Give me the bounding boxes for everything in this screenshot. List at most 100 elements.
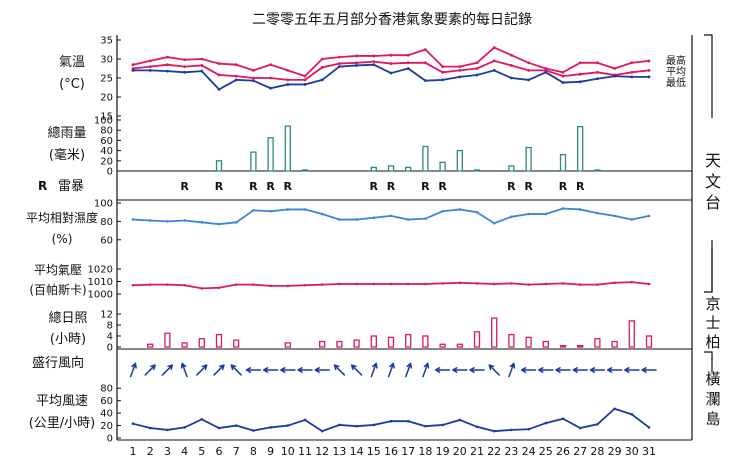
station-kp-char: 京 xyxy=(705,295,720,313)
humidity-point xyxy=(217,222,221,226)
temperature-mean-point xyxy=(286,78,290,82)
x-tick-label: 31 xyxy=(642,445,656,458)
x-tick-label: 11 xyxy=(298,445,312,458)
temperature-min-point xyxy=(200,69,204,73)
temperature-mean-point xyxy=(148,65,152,68)
temperature-max-point xyxy=(441,65,444,68)
station-wl-label: 橫瀾島橫瀾島 xyxy=(705,370,720,428)
sunshine-bar xyxy=(473,331,481,348)
rainfall-bar xyxy=(525,146,532,172)
x-tick-label: 15 xyxy=(367,445,381,458)
humidity-point xyxy=(148,219,152,222)
sunshine-bar xyxy=(508,333,515,348)
wind-direction-arrow xyxy=(488,364,500,376)
pressure-point xyxy=(613,281,616,285)
temperature-min-point xyxy=(527,78,530,82)
wind-direction-arrow xyxy=(422,362,430,378)
temperature-max-point xyxy=(510,53,513,57)
temperature-min-point xyxy=(286,83,290,86)
sunshine-bar xyxy=(198,338,205,348)
temperature-min-point xyxy=(475,73,479,77)
temperature-legend-mean: 平均 xyxy=(666,66,686,78)
temperature-max-point xyxy=(269,63,272,67)
temperature-max-point xyxy=(217,62,221,65)
humidity-point xyxy=(338,218,341,221)
rainfall-bar xyxy=(594,169,601,172)
pressure-point xyxy=(183,283,186,287)
x-tick-label: 13 xyxy=(332,445,346,458)
temperature-legend-max: 最高 xyxy=(666,54,686,67)
temperature-mean-point xyxy=(389,62,393,65)
station-wl-char: 島 xyxy=(705,410,720,428)
temperature-max-point xyxy=(320,57,324,61)
pressure-point xyxy=(166,283,169,286)
temperature-min-point xyxy=(424,79,427,83)
sunshine-bar xyxy=(353,339,360,348)
sunshine-bar xyxy=(319,340,326,348)
wind-speed-point xyxy=(303,418,307,422)
pressure-point xyxy=(269,284,272,288)
wind-direction-arrow xyxy=(572,367,588,373)
thunderstorm-symbol: R xyxy=(180,180,189,193)
wind-direction-arrow xyxy=(213,364,225,376)
pressure-point xyxy=(492,282,496,286)
humidity-point xyxy=(234,221,238,224)
temperature-max-point xyxy=(183,58,187,62)
wind-direction-arrow xyxy=(314,367,330,373)
station-hko-bracket-top xyxy=(704,34,713,118)
wind-speed-point xyxy=(613,407,616,411)
temperature-min-point xyxy=(406,67,410,70)
temperature-max-point xyxy=(492,46,496,49)
wind-speed-point xyxy=(561,417,565,421)
thunderstorm-symbol: R xyxy=(524,180,533,193)
temperature-min-point xyxy=(338,65,341,68)
rainfall-tick-label: 20 xyxy=(100,156,113,167)
thunderstorm-symbol: R xyxy=(284,180,293,193)
temperature-max-point xyxy=(458,65,462,68)
humidity-point xyxy=(475,210,479,214)
wind-speed-point xyxy=(166,428,169,432)
wind-direction-arrow xyxy=(161,364,174,376)
humidity-point xyxy=(183,219,186,222)
wind-direction-arrow xyxy=(350,364,363,376)
sunshine-tick-label: 12 xyxy=(100,310,113,321)
rainfall-tick-label: 40 xyxy=(100,146,113,157)
pressure-point xyxy=(200,287,204,290)
x-tick-label: 4 xyxy=(181,445,188,458)
wind-speed-point xyxy=(630,413,634,416)
temperature-max-point xyxy=(527,61,530,65)
pressure-point xyxy=(252,283,255,286)
humidity-point xyxy=(492,221,496,225)
sunshine-bar xyxy=(611,340,618,348)
pressure-point xyxy=(510,282,513,285)
temperature-min-point xyxy=(510,76,513,80)
temperature-label-line1: 氣溫 xyxy=(59,55,85,70)
chart-frame xyxy=(116,35,693,441)
x-tick-label: 28 xyxy=(590,445,604,458)
wind-speed-point xyxy=(475,425,479,429)
pressure-point xyxy=(372,282,376,286)
sunshine-bar xyxy=(405,333,412,348)
humidity-point xyxy=(200,221,204,224)
thunderstorm-symbol: R xyxy=(387,180,396,193)
thunderstorm-symbol: R xyxy=(266,180,275,193)
temperature-min-point xyxy=(183,70,187,74)
station-hko-label: 天文台天文台 xyxy=(705,151,721,212)
humidity-point xyxy=(630,218,634,221)
wind-speed-point xyxy=(131,422,135,425)
temperature-min-point xyxy=(561,81,565,84)
wind-direction-arrow xyxy=(469,367,485,373)
humidity-point xyxy=(544,212,548,216)
humidity-point xyxy=(286,208,290,211)
rainfall-bar xyxy=(559,154,567,172)
humidity-tick-label: 60 xyxy=(100,235,113,246)
wind-speed-point xyxy=(578,426,582,430)
temperature-max-point xyxy=(286,69,290,72)
sunshine-bar xyxy=(215,333,223,348)
humidity-point xyxy=(647,214,651,218)
humidity-point xyxy=(441,209,444,213)
rainfall-tick-label: 0 xyxy=(107,167,113,178)
station-labels: 天文台天文台京士柏京士柏橫瀾島橫瀾島 xyxy=(704,34,721,428)
sunshine-label-line2: (小時) xyxy=(50,332,86,347)
